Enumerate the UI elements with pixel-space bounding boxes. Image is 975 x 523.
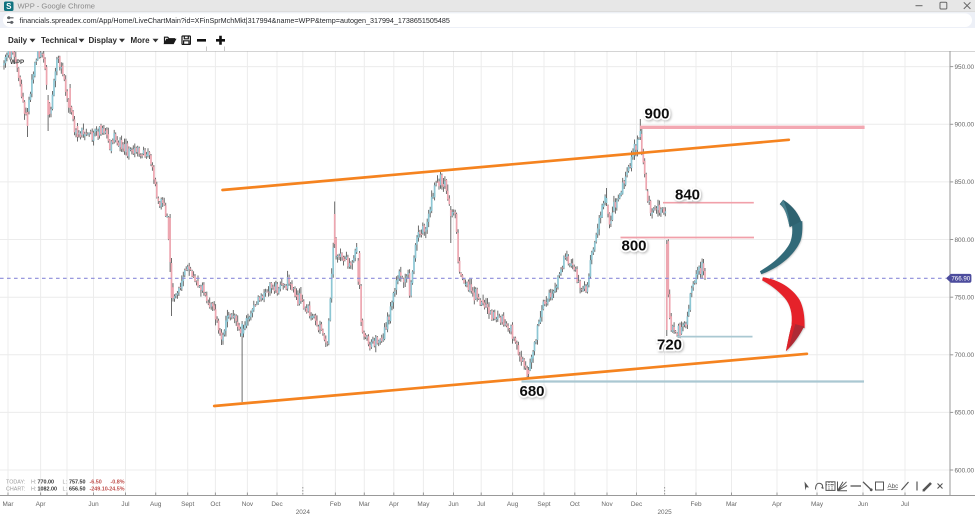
svg-text:-0.8%: -0.8% (111, 480, 125, 486)
svg-text:Apr: Apr (36, 501, 47, 508)
svg-text:757.50: 757.50 (69, 480, 86, 486)
svg-text:H:: H: (31, 480, 36, 486)
svg-text:950.00: 950.00 (955, 64, 975, 71)
svg-text:Display: Display (89, 36, 118, 45)
svg-text:WPP - Google Chrome: WPP - Google Chrome (18, 2, 96, 11)
svg-text:700.00: 700.00 (955, 352, 975, 359)
svg-text:Nov: Nov (242, 501, 254, 508)
svg-text:L:: L: (63, 487, 68, 493)
svg-text:Apr: Apr (772, 501, 783, 508)
svg-text:600.00: 600.00 (955, 467, 975, 474)
svg-text:Apr: Apr (389, 501, 400, 508)
svg-text:S: S (6, 2, 12, 11)
svg-text:Feb: Feb (330, 501, 341, 508)
svg-text:2024: 2024 (296, 509, 311, 516)
svg-text:800: 800 (621, 238, 646, 255)
svg-text:850.00: 850.00 (955, 179, 975, 186)
svg-text:Jun: Jun (448, 501, 459, 508)
svg-text:720: 720 (657, 337, 682, 354)
svg-text:Sept: Sept (181, 501, 194, 508)
svg-text:800.00: 800.00 (955, 237, 975, 244)
svg-text:770.00: 770.00 (38, 480, 55, 486)
svg-text:1082.00: 1082.00 (38, 487, 58, 493)
svg-text:656.50: 656.50 (69, 487, 86, 493)
svg-text:Jul: Jul (901, 501, 909, 508)
svg-text:Jun: Jun (858, 501, 869, 508)
svg-text:Daily: Daily (8, 36, 28, 45)
svg-text:May: May (417, 501, 430, 508)
svg-text:Aug: Aug (507, 501, 519, 508)
svg-text:Mar: Mar (359, 501, 371, 508)
svg-text:Oct: Oct (570, 501, 580, 508)
svg-text:Nov: Nov (601, 501, 613, 508)
svg-text:-6.50: -6.50 (90, 480, 102, 486)
svg-text:650.00: 650.00 (955, 410, 975, 417)
svg-text:900.00: 900.00 (955, 122, 975, 129)
svg-text:Jul: Jul (121, 501, 129, 508)
svg-text:Mar: Mar (726, 501, 738, 508)
svg-text:900: 900 (644, 106, 669, 123)
svg-text:L:: L: (63, 480, 68, 486)
svg-text:-249.10: -249.10 (90, 487, 108, 493)
svg-text:CHART:: CHART: (6, 487, 25, 493)
svg-text:H:: H: (31, 487, 36, 493)
svg-text:Feb: Feb (690, 501, 701, 508)
svg-text:Mar: Mar (2, 501, 14, 508)
svg-text:2025: 2025 (657, 509, 672, 516)
svg-text:Dec: Dec (631, 501, 643, 508)
svg-text:Abc: Abc (888, 483, 899, 490)
svg-text:TODAY:: TODAY: (6, 480, 25, 486)
svg-text:Dec: Dec (271, 501, 283, 508)
svg-text:May: May (811, 501, 824, 508)
svg-text:Jul: Jul (477, 501, 485, 508)
svg-text:766.90: 766.90 (951, 276, 970, 283)
svg-text:More: More (131, 36, 151, 45)
svg-text:Oct: Oct (210, 501, 220, 508)
svg-text:Sept: Sept (537, 501, 550, 508)
svg-text:Jun: Jun (88, 501, 99, 508)
svg-text:680: 680 (519, 383, 544, 400)
svg-text:financials.spreadex.com/App/Ho: financials.spreadex.com/App/Home/LiveCha… (20, 16, 450, 25)
svg-text:-24.5%: -24.5% (108, 487, 125, 493)
svg-text:840: 840 (675, 187, 700, 204)
svg-text:750.00: 750.00 (955, 295, 975, 302)
svg-text:Aug: Aug (150, 501, 162, 508)
svg-text:Technical: Technical (41, 36, 77, 45)
